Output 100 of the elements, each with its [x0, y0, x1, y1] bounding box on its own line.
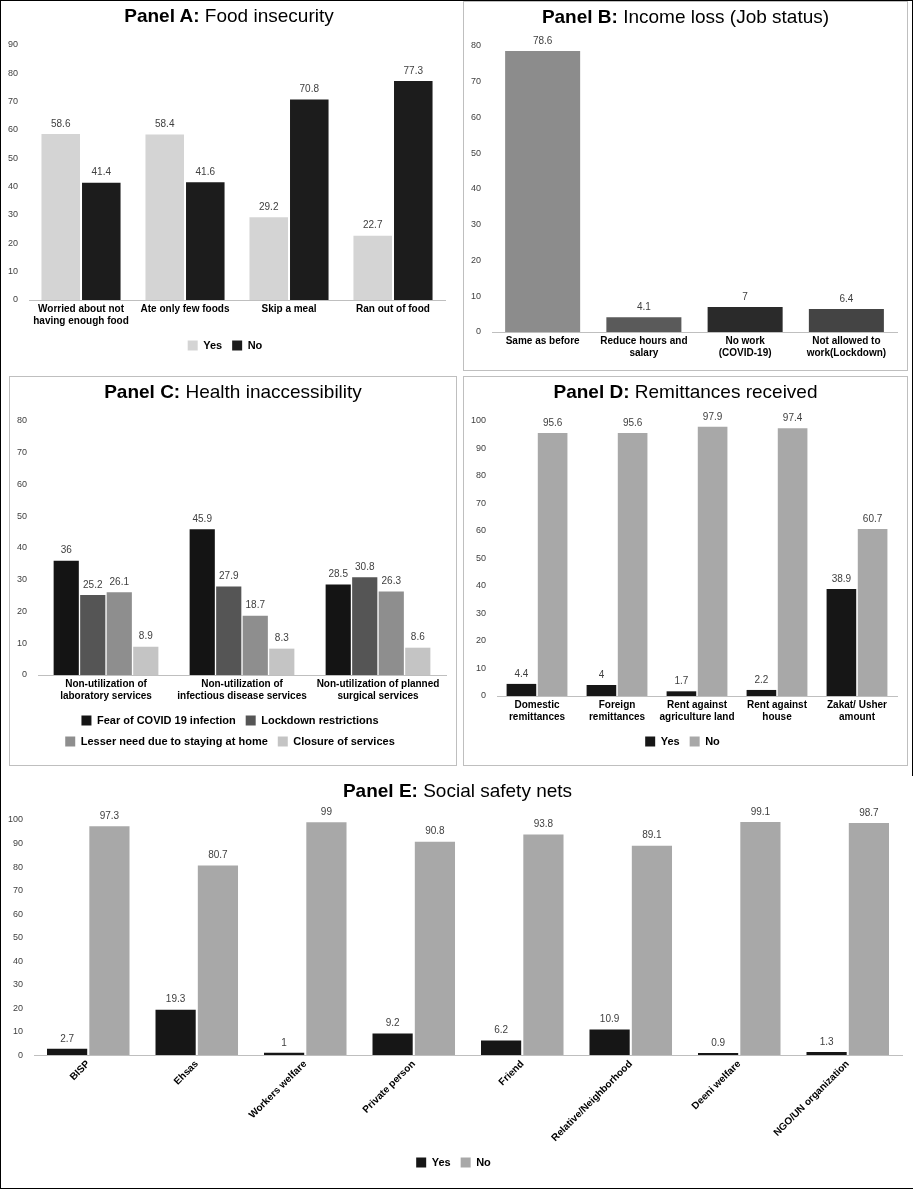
y-tick-label: 20	[13, 1002, 24, 1013]
bar	[249, 217, 288, 300]
legend-label: Yes	[431, 1155, 451, 1168]
y-tick-label: 70	[476, 497, 487, 508]
y-tick-label: 20	[476, 635, 487, 646]
x-tick-label: Not allowed to work(Lockdown)	[805, 334, 887, 358]
data-label: 58.4	[154, 118, 175, 130]
data-label: 0.9	[711, 1036, 726, 1048]
y-tick-label: 80	[8, 67, 19, 78]
y-tick-label: 90	[8, 39, 19, 50]
y-tick-label: 50	[13, 932, 24, 943]
y-tick-label: 70	[471, 76, 482, 87]
y-tick-label: 40	[17, 542, 28, 553]
data-label: 78.6	[532, 34, 553, 46]
data-label: 45.9	[192, 513, 213, 525]
bar	[586, 685, 617, 696]
legend-label: Lockdown restrictions	[261, 713, 379, 726]
bar	[155, 1009, 196, 1056]
y-tick-label: 50	[17, 510, 28, 521]
x-tick-label: Skip a meal	[261, 302, 317, 314]
bar	[372, 1033, 413, 1056]
y-tick-label: 40	[8, 181, 19, 192]
data-label: 58.6	[51, 117, 71, 129]
bar	[414, 841, 456, 1056]
y-tick-label: 80	[17, 415, 28, 426]
data-label: 9.2	[385, 1017, 400, 1029]
data-label: 1.7	[674, 675, 689, 687]
data-label: 25.2	[83, 578, 103, 590]
data-label: 1.3	[819, 1035, 834, 1047]
data-label: 2.2	[754, 673, 769, 685]
bar	[707, 306, 783, 332]
bar	[589, 1029, 630, 1056]
x-tick-label: Reduce hours and salary	[600, 334, 688, 358]
y-tick-label: 10	[8, 266, 19, 277]
x-tick-label: Ate only few foods	[140, 302, 230, 314]
data-label: 6.4	[839, 292, 854, 304]
bar	[481, 1040, 522, 1056]
chart-title: Panel E: Social safety nets	[342, 780, 573, 801]
bar	[394, 80, 433, 300]
x-tick-label: Rent against house	[747, 698, 808, 722]
y-tick-label: 0	[13, 294, 19, 305]
x-tick-label: Worried about not having enough food	[33, 302, 129, 326]
data-label: 8.6	[410, 631, 426, 643]
bar	[290, 99, 329, 300]
data-label: 60.7	[862, 512, 883, 524]
y-tick-label: 60	[17, 478, 28, 489]
y-tick-label: 100	[7, 814, 24, 825]
chart-title: Panel C: Health inaccessibility	[104, 381, 362, 402]
chart-title: Panel B: Income loss (Job status)	[541, 6, 830, 27]
y-tick-label: 20	[8, 237, 19, 248]
data-label: 27.9	[219, 570, 239, 582]
x-tick-label: Rent against agriculture land	[659, 698, 735, 722]
bar	[89, 826, 130, 1056]
data-label: 7	[742, 290, 749, 302]
y-tick-label: 60	[8, 124, 19, 135]
y-tick-label: 40	[471, 183, 482, 194]
legend-label: No	[247, 338, 263, 351]
y-tick-label: 10	[13, 1026, 24, 1037]
bar	[857, 529, 888, 696]
y-tick-label: 40	[13, 955, 24, 966]
y-tick-label: 100	[470, 415, 487, 426]
data-label: 99	[320, 806, 333, 818]
data-label: 8.3	[274, 632, 290, 644]
bar	[806, 1052, 847, 1056]
bar	[325, 584, 351, 675]
data-label: 89.1	[642, 829, 663, 841]
x-tick-label: Non-utilization of planned surgical services	[316, 677, 440, 701]
chart-title: Panel D: Remittances received	[553, 381, 818, 402]
legend-label: No	[476, 1155, 492, 1168]
data-label: 18.7	[245, 599, 266, 611]
bar	[145, 134, 184, 300]
x-tick-label: Same as before	[505, 334, 581, 346]
data-label: 19.3	[165, 993, 186, 1005]
data-label: 10.9	[599, 1013, 620, 1025]
data-label: 77.3	[403, 64, 424, 76]
bar	[306, 822, 347, 1056]
y-tick-label: 30	[13, 979, 24, 990]
bar	[353, 235, 392, 300]
data-label: 41.4	[91, 166, 112, 178]
bar	[537, 433, 568, 696]
x-tick-label: Foreign remittances	[588, 698, 646, 722]
data-label: 90.8	[425, 825, 446, 837]
data-label: 22.7	[362, 219, 383, 231]
x-tick-label: Non-utilization of infectious disease services	[177, 677, 308, 701]
y-tick-label: 70	[17, 447, 28, 458]
data-label: 6.2	[494, 1024, 509, 1036]
bar	[80, 594, 106, 675]
y-tick-label: 50	[8, 152, 19, 163]
chart-title: Panel A: Food insecurity	[124, 5, 334, 26]
y-tick-label: 10	[17, 637, 28, 648]
bar	[378, 591, 404, 675]
data-label: 4.4	[514, 667, 529, 679]
y-tick-label: 90	[13, 838, 24, 848]
y-tick-label: 50	[476, 552, 487, 563]
legend-label: Closure of services	[293, 734, 395, 747]
data-label: 29.2	[258, 201, 279, 213]
x-tick-label: No work (COVID-19)	[718, 334, 772, 358]
y-tick-label: 90	[476, 442, 487, 453]
y-tick-label: 10	[476, 662, 487, 673]
y-tick-label: 40	[476, 580, 487, 591]
